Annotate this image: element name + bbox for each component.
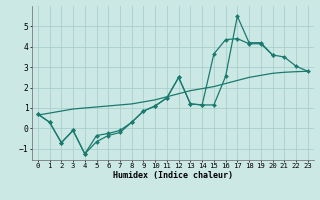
X-axis label: Humidex (Indice chaleur): Humidex (Indice chaleur) [113, 171, 233, 180]
